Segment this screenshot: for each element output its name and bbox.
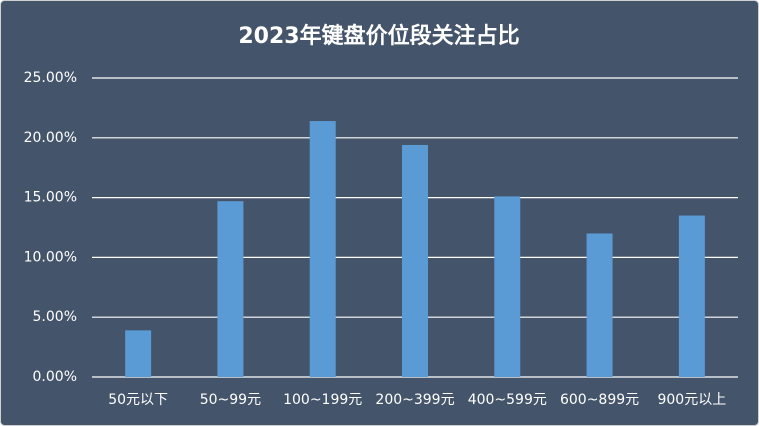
chart-title: 2023年键盘价位段关注占比 — [238, 23, 519, 49]
x-tick-label: 600~899元 — [560, 392, 639, 408]
bar — [217, 201, 244, 377]
y-tick-label: 25.00% — [24, 70, 77, 86]
y-tick-label: 10.00% — [24, 249, 77, 265]
x-tick-label: 50~99元 — [200, 392, 261, 408]
y-tick-label: 15.00% — [24, 190, 77, 206]
x-tick-label: 50元以下 — [108, 392, 168, 408]
y-tick-label: 20.00% — [24, 130, 77, 146]
bar — [309, 121, 336, 377]
y-tick-label: 5.00% — [33, 309, 77, 325]
bar — [494, 196, 521, 377]
bar — [402, 144, 428, 377]
x-tick-label: 100~199元 — [283, 392, 362, 408]
bar — [125, 330, 152, 377]
x-tick-label: 400~599元 — [468, 392, 547, 408]
y-tick-label: 0.00% — [33, 369, 77, 385]
bar — [678, 215, 705, 377]
bar — [586, 233, 613, 377]
x-tick-label: 900元以上 — [657, 392, 726, 408]
x-tick-label: 200~399元 — [375, 392, 454, 408]
